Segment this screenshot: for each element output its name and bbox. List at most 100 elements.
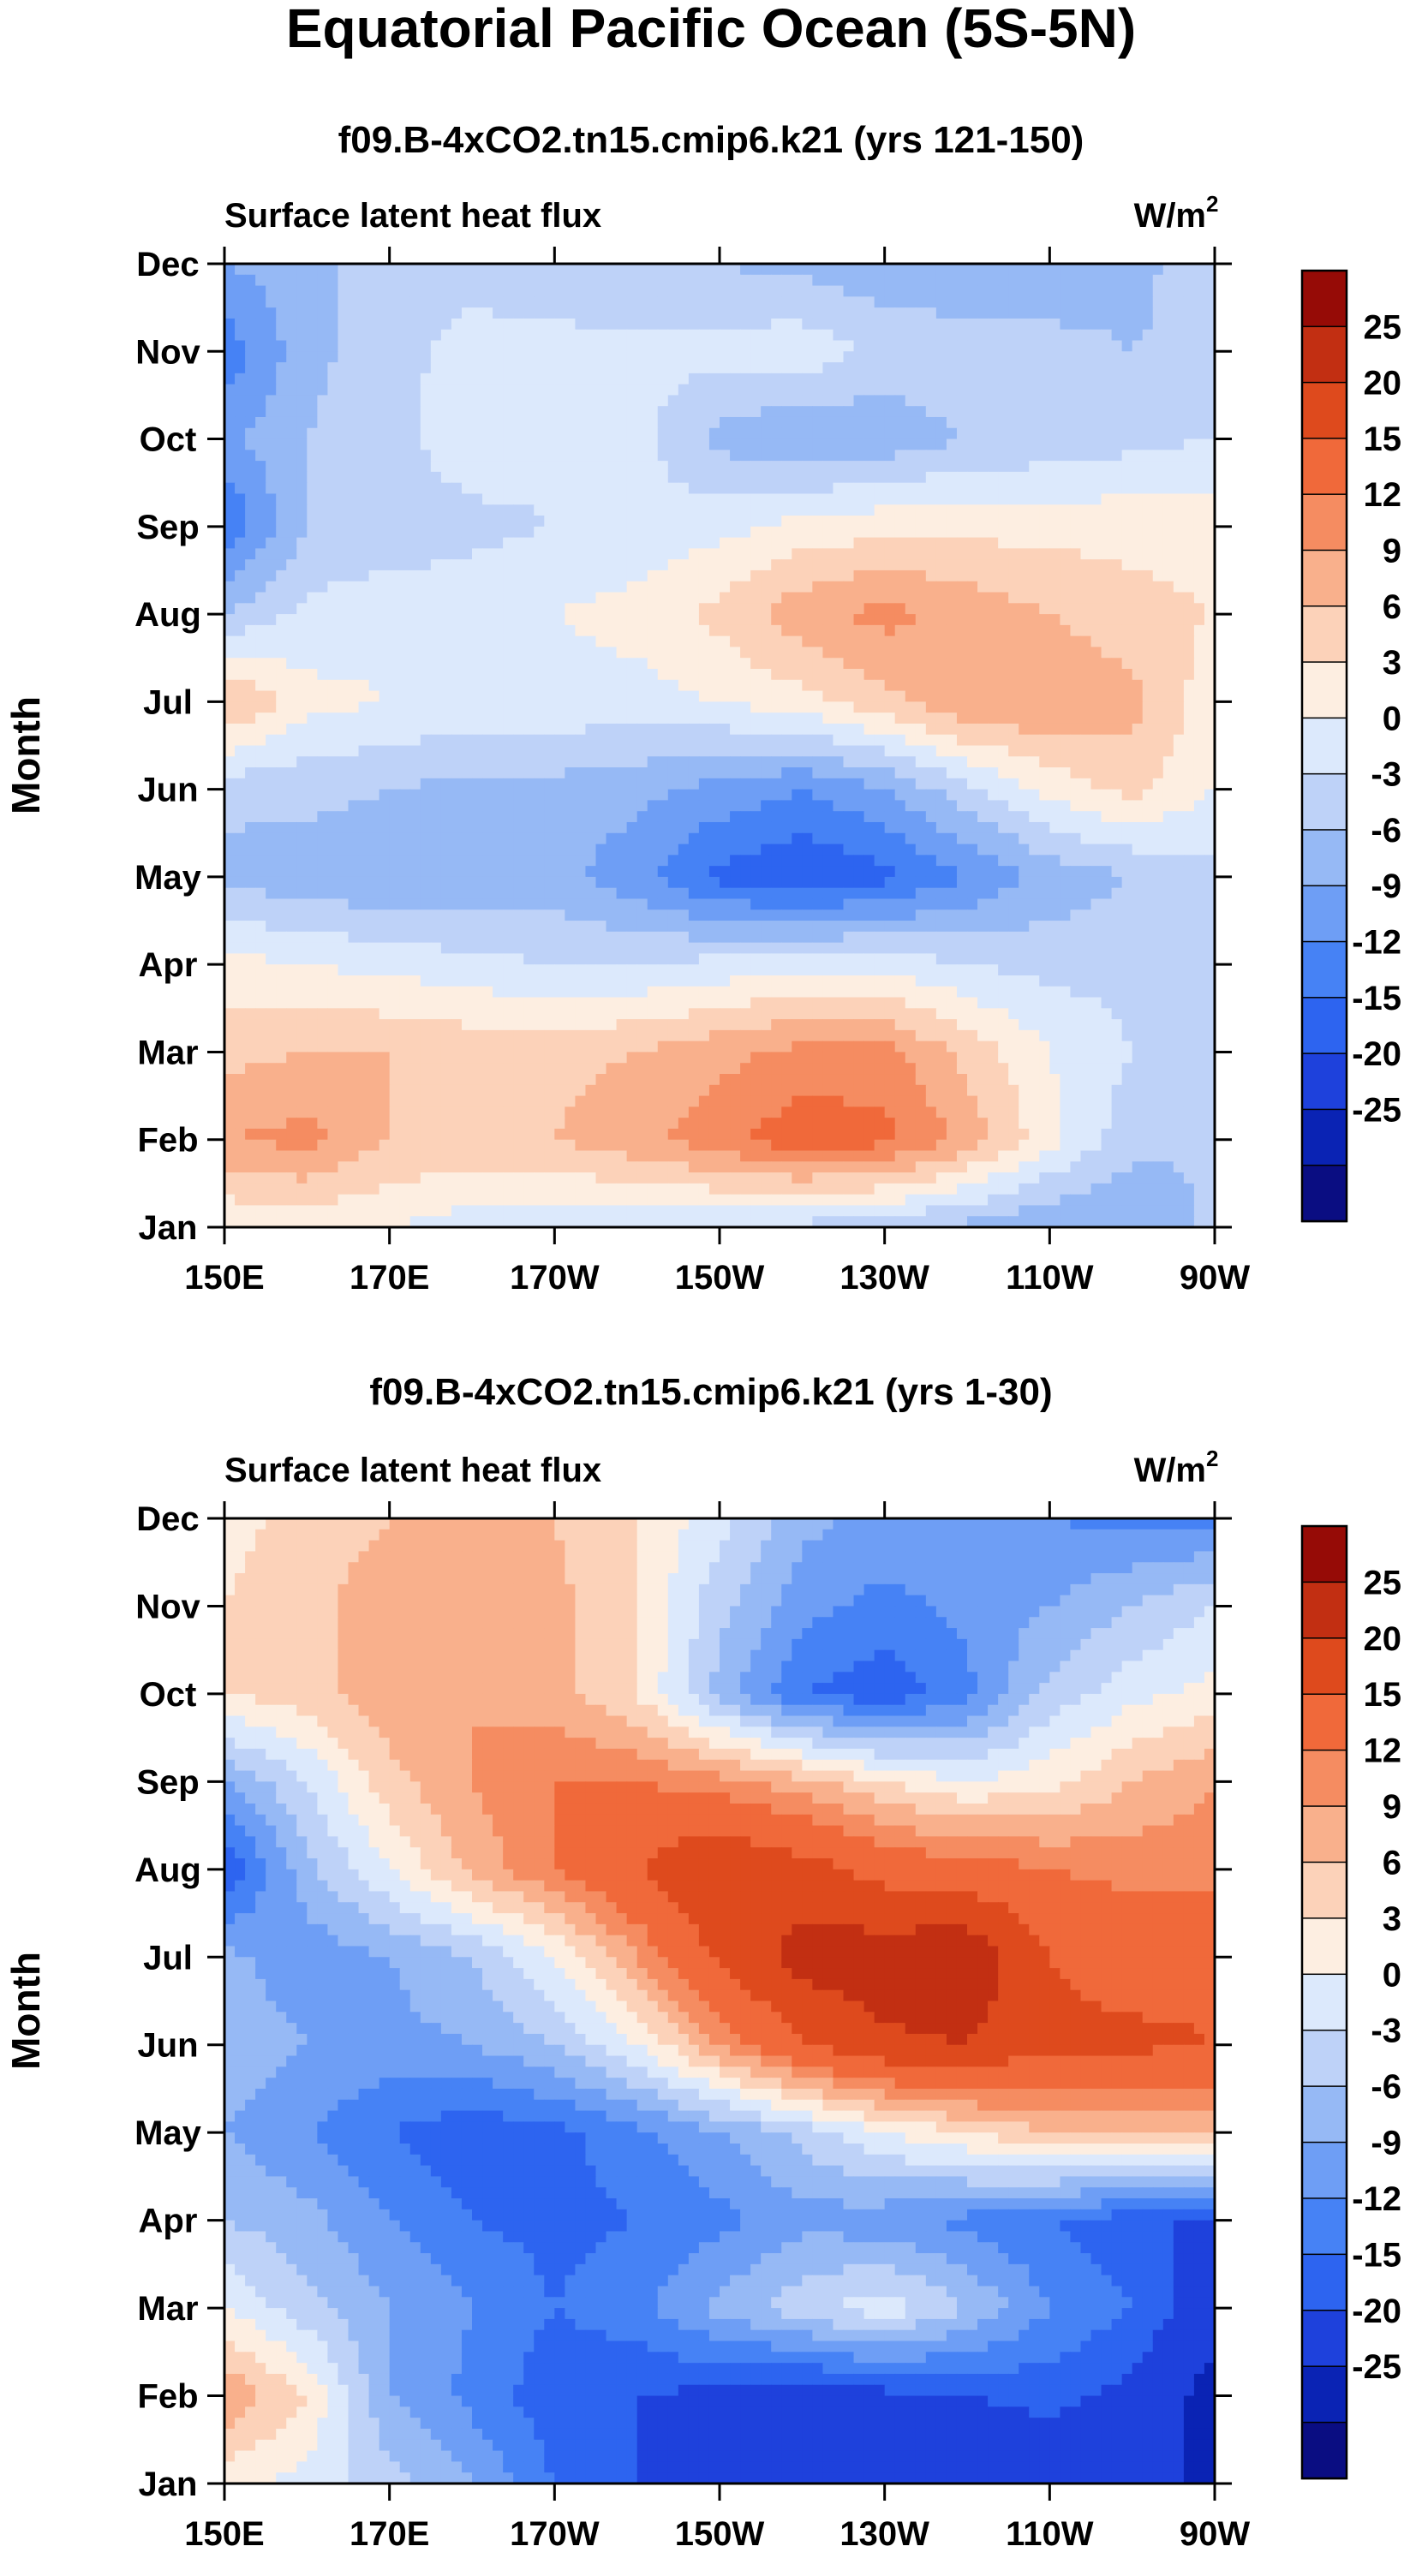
heatmap-cell [348,296,360,308]
heatmap-cell [636,701,648,713]
heatmap-cell [720,559,731,571]
heatmap-cell [792,416,803,429]
heatmap-cell [967,482,978,495]
heatmap-cell [472,635,483,648]
heatmap-cell [338,482,350,495]
heatmap-cell [792,647,803,659]
heatmap-cell [853,821,865,834]
heatmap-cell [482,395,493,407]
heatmap-cell [626,329,638,342]
heatmap-cell [853,329,865,342]
heatmap-cell [575,482,587,495]
heatmap-cell [245,756,256,768]
heatmap-cell [1183,438,1195,450]
heatmap-cell [379,384,391,397]
heatmap-cell [389,756,401,768]
heatmap-cell [1060,526,1072,539]
heatmap-cell [1162,745,1174,757]
heatmap-cell [534,285,545,297]
heatmap-cell [1049,690,1061,702]
heatmap-cell [513,789,524,802]
heatmap-cell [935,296,947,308]
heatmap-cell [730,548,741,560]
heatmap-cell [853,559,865,571]
heatmap-cell [224,592,236,604]
heatmap-cell [708,669,720,681]
heatmap-cell [843,734,855,747]
heatmap-cell [554,548,565,560]
heatmap-cell [440,537,452,549]
heatmap-cell [956,504,968,516]
heatmap-cell [802,362,813,374]
heatmap-cell [523,395,535,407]
heatmap-cell [1142,690,1154,702]
heatmap-cell [1019,427,1030,440]
heatmap-cell [1070,416,1082,429]
heatmap-cell [884,778,896,790]
heatmap-cell [245,318,256,331]
heatmap-cell [276,516,287,528]
heatmap-cell [595,373,607,385]
heatmap-cell [368,548,380,560]
heatmap-cell [657,723,669,736]
heatmap-cell [575,658,587,670]
heatmap-cell [946,821,958,834]
heatmap-cell [802,318,813,331]
heatmap-cell [967,548,978,560]
heatmap-cell [761,581,772,593]
heatmap-cell [245,581,256,593]
heatmap-cell [1070,329,1082,342]
heatmap-cell [307,329,318,342]
heatmap-cell [874,450,886,462]
heatmap-cell [730,723,741,736]
heatmap-cell [1039,526,1050,539]
heatmap-cell [802,516,813,528]
heatmap-cell [296,559,308,571]
heatmap-cell [988,713,999,724]
heatmap-cell [595,734,607,747]
heatmap-cell [894,713,906,724]
heatmap-cell [606,647,618,659]
heatmap-cell [833,713,845,724]
heatmap-cell [988,427,999,440]
heatmap-cell [606,745,618,757]
heatmap-cell [266,767,277,779]
heatmap-cell [224,351,236,363]
heatmap-cell [1090,285,1102,297]
heatmap-cell [833,285,845,297]
heatmap-cell [915,461,927,473]
heatmap-cell [626,296,638,308]
heatmap-cell [977,482,989,495]
heatmap-cell [317,384,329,397]
heatmap-cell [636,690,648,702]
heatmap-cell [585,373,597,385]
heatmap-cell [761,745,772,757]
heatmap-cell [1039,581,1050,593]
heatmap-cell [565,329,577,342]
heatmap-cell [348,647,360,659]
heatmap-cell [626,811,638,823]
heatmap-cell [472,516,483,528]
heatmap-cell [1152,526,1164,539]
heatmap-cell [461,373,473,385]
heatmap-cell [1029,264,1040,276]
heatmap-cell [853,647,865,659]
heatmap-cell [430,756,442,768]
heatmap-cell [1019,395,1030,407]
heatmap-cell [224,504,236,516]
heatmap-cell [389,285,401,297]
heatmap-cell [399,351,411,363]
heatmap-cell [1193,778,1205,790]
heatmap-cell [338,438,350,450]
heatmap-cell [698,647,710,659]
heatmap-cell [461,603,473,615]
heatmap-cell [565,384,577,397]
heatmap-cell [1121,318,1133,331]
heatmap-cell [1152,438,1164,450]
heatmap-cell [399,713,411,724]
heatmap-cell [1121,307,1133,319]
heatmap-cell [482,493,493,505]
heatmap-cell [657,767,669,779]
heatmap-cell [266,559,277,571]
heatmap-cell [409,745,421,757]
